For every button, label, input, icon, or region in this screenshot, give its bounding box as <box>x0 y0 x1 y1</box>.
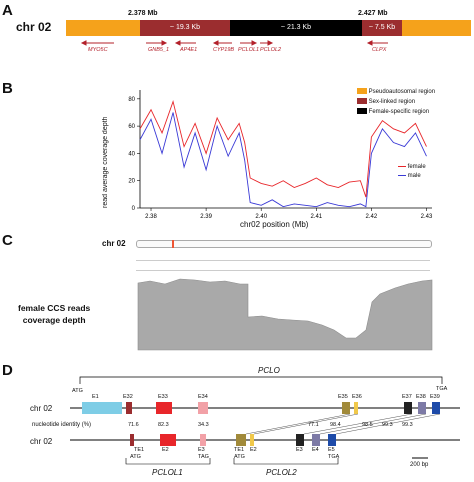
x-tick-label: 2.38 <box>145 214 157 220</box>
identity-value: 98.4 <box>330 422 341 428</box>
gene-pclol1: PCLOL1 <box>152 468 183 477</box>
x-tick-label: 2.41 <box>310 214 322 220</box>
gene-title: PCLO <box>258 366 280 375</box>
identity-value: 99.3 <box>402 422 413 428</box>
stop-codon: TGA <box>436 386 448 392</box>
exon-label: E1 <box>92 394 99 400</box>
ruler-2 <box>136 262 430 271</box>
pos-left: 2.378 Mb <box>128 10 158 17</box>
sex-linked-segment-2: ~ 7.5 Kb <box>362 20 402 36</box>
panel-b-label: B <box>2 80 13 97</box>
exon-label: E34 <box>198 394 208 400</box>
gene-label: CYP19B <box>213 47 235 53</box>
identity-label: nucleotide identity (%) <box>32 422 92 428</box>
exon-label: E2 <box>250 447 257 453</box>
exon-label: E35 <box>338 394 348 400</box>
x-tick-label: 2.40 <box>255 214 267 220</box>
scale-bar-label: 200 bp <box>410 462 429 468</box>
exon-label: E37 <box>402 394 412 400</box>
ruler <box>136 253 430 261</box>
exon-label: E2 <box>162 447 169 453</box>
exon-label: E3 <box>296 447 303 453</box>
panel-a-chrom: chr 02 <box>16 20 52 34</box>
gene-label: CLPX <box>372 47 387 53</box>
legend-label: Sex-linked region <box>368 99 416 105</box>
x-axis-label: chr02 position (Mb) <box>240 220 309 229</box>
exon-label: E39 <box>430 394 440 400</box>
ideogram <box>136 240 432 248</box>
codon-label: ATG <box>234 454 245 460</box>
chrom-top: chr 02 <box>30 404 53 413</box>
y-tick-label: 60 <box>128 124 135 130</box>
y-tick-label: 20 <box>128 179 135 185</box>
legend-label: male <box>407 173 421 179</box>
legend-swatch <box>357 108 367 115</box>
y-tick-label: 40 <box>128 151 135 157</box>
legend-label: Female-specific region <box>368 109 430 115</box>
exon-label: E32 <box>123 394 133 400</box>
x-tick-label: 2.43 <box>421 214 433 220</box>
identity-value: 77.1 <box>308 422 319 428</box>
y-tick-label: 80 <box>128 97 135 103</box>
legend-label: female <box>407 164 426 170</box>
legend-swatch <box>398 165 406 167</box>
exon-label: E36 <box>352 394 362 400</box>
identity-value: 34.3 <box>198 422 209 428</box>
x-tick-label: 2.42 <box>366 214 378 220</box>
exon-label: E5 <box>328 447 335 453</box>
exon-label: E33 <box>158 394 168 400</box>
exon-label: TE1 <box>134 447 145 453</box>
panel-c-caption: female CCS reads coverage depth <box>18 303 91 325</box>
pos-right: 2.427 Mb <box>358 10 388 17</box>
exon-label: E3 <box>198 447 205 453</box>
codon-label: ATG <box>130 454 141 460</box>
chrom-bottom: chr 02 <box>30 437 53 446</box>
panel-a-label: A <box>2 2 13 19</box>
start-codon: ATG <box>72 388 83 394</box>
panel-c-label: C <box>2 232 13 249</box>
region-legend: Pseudoautosomal region Sex-linked region… <box>357 87 435 117</box>
exon-label: E38 <box>416 394 426 400</box>
gene-label: GNB5_1 <box>148 47 170 53</box>
ideogram-marker <box>172 240 174 248</box>
gene-pclol2: PCLOL2 <box>266 468 297 477</box>
codon-label: TGA <box>328 454 340 460</box>
y-tick-label: 0 <box>132 206 136 212</box>
legend-swatch <box>357 88 367 95</box>
gene-label: PCLOL2 <box>260 47 282 53</box>
panel-d-label: D <box>2 362 13 379</box>
legend-swatch <box>398 174 406 176</box>
identity-value: 99.3 <box>382 422 393 428</box>
gene-label: PCLOL1 <box>238 47 260 53</box>
x-tick-label: 2.39 <box>200 214 212 220</box>
identity-value: 71.6 <box>128 422 139 428</box>
exon-label: E4 <box>312 447 319 453</box>
exon-label: TE1 <box>234 447 245 453</box>
legend-label: Pseudoautosomal region <box>368 89 436 95</box>
sex-linked-segment: ~ 19.3 Kb <box>140 20 230 36</box>
identity-value: 98.5 <box>362 422 373 428</box>
series-line-female <box>139 99 427 198</box>
series-line-male <box>139 112 427 208</box>
female-specific-segment: ~ 21.3 Kb <box>230 20 362 36</box>
gene-label: MYO5C <box>88 47 108 53</box>
gene-label: AP4E1 <box>180 47 198 53</box>
series-legend: female male <box>398 163 426 181</box>
panel-c-chrom: chr 02 <box>102 239 126 248</box>
identity-value: 82.3 <box>158 422 169 428</box>
codon-label: TAG <box>198 454 209 460</box>
legend-swatch <box>357 98 367 105</box>
